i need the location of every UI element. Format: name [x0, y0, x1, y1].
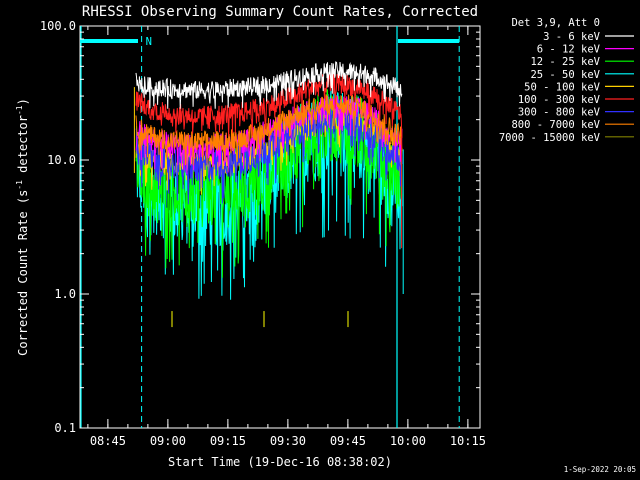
y-tick-label: 10.0 — [47, 153, 76, 167]
series-line — [135, 94, 403, 175]
x-axis-label: Start Time (19-Dec-16 08:38:02) — [168, 455, 392, 469]
y-axis-label-end: ) — [16, 98, 30, 105]
cyan-flag-bar — [80, 39, 138, 43]
series-line — [135, 73, 403, 138]
legend-label: 3 - 6 keV — [543, 31, 601, 43]
legend-label: 6 - 12 keV — [537, 44, 601, 56]
x-tick-label: 10:15 — [450, 434, 486, 448]
series-line — [135, 94, 403, 166]
plot-area — [79, 25, 481, 429]
series-layer — [133, 61, 404, 328]
legend-label: 12 - 25 keV — [530, 56, 600, 68]
y-tick-label: 1.0 — [54, 287, 76, 301]
legend-header: Det 3,9, Att 0 — [511, 17, 600, 29]
y-axis-label-mid: detector — [16, 115, 30, 180]
x-tick-label: 09:15 — [210, 434, 246, 448]
legend-label: 800 - 7000 keV — [511, 119, 600, 131]
legend-label: 300 - 800 keV — [518, 107, 601, 119]
plot-frame — [79, 25, 481, 429]
cyan-flag-bar — [398, 39, 460, 43]
x-tick-label: 08:45 — [90, 434, 126, 448]
x-tick-label: 10:00 — [390, 434, 426, 448]
x-tick-label: 09:30 — [270, 434, 306, 448]
legend-label: 7000 - 15000 keV — [499, 132, 601, 144]
y-axis-label-sup2: -1 — [15, 105, 24, 115]
axes-layer: 100.0 10.0 1.0 0.1 08:45 09:00 09:15 09:30 09:45… — [40, 19, 486, 448]
footer-timestamp: 1-Sep-2022 20:05 — [564, 465, 636, 474]
y-axis-label-main: Corrected Count Rate (s — [16, 190, 30, 356]
y-axis-label: Corrected Count Rate (s-1 detector-1) — [15, 98, 30, 356]
n-marker-label: N — [146, 36, 152, 48]
y-tick-label: 100.0 — [40, 19, 76, 33]
x-tick-label: 09:00 — [150, 434, 186, 448]
x-tick-label: 09:45 — [330, 434, 366, 448]
legend-label: 50 - 100 keV — [524, 81, 601, 93]
legend-label: 100 - 300 keV — [518, 94, 601, 106]
legend-label: 25 - 50 keV — [530, 69, 600, 81]
y-tick-label: 0.1 — [54, 421, 76, 435]
series-line — [135, 61, 403, 109]
chart-title: RHESSI Observing Summary Count Rates, Co… — [82, 4, 478, 20]
y-axis-label-sup1: -1 — [15, 180, 24, 190]
